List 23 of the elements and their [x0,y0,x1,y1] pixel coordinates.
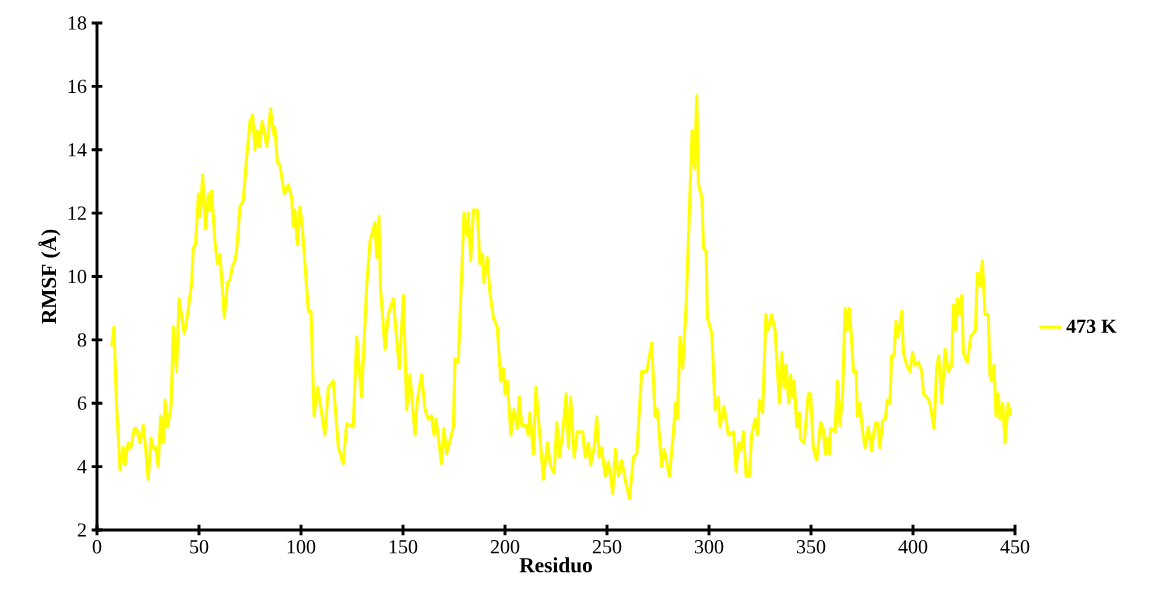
y-tick-label: 16 [68,79,87,94]
x-axis-title: Residuo [519,557,592,573]
x-tick-label: 250 [592,540,622,554]
legend-label: 473 K [1066,319,1117,334]
y-axis-title: RMSF (Å) [38,229,61,324]
y-tick-label: 8 [77,333,87,347]
x-tick-label: 300 [694,540,724,554]
x-tick-label: 100 [287,540,316,554]
x-tick-label: 350 [796,540,826,554]
y-tick-label: 6 [77,396,87,410]
x-tick-label: 0 [92,540,102,554]
line-series [110,94,1013,500]
x-tick-label: 400 [898,540,928,554]
y-tick-label: 10 [68,269,87,284]
x-tick-label: 200 [490,540,520,554]
x-tick-label: 50 [190,540,209,554]
y-tick-label: 2 [77,523,86,537]
y-tick-label: 12 [68,206,86,220]
y-tick-label: 18 [68,16,87,30]
x-tick-label: 150 [389,540,418,554]
y-tick-label: 4 [77,460,87,474]
x-tick-label: 450 [1000,540,1030,554]
y-tick-label: 14 [68,143,87,157]
